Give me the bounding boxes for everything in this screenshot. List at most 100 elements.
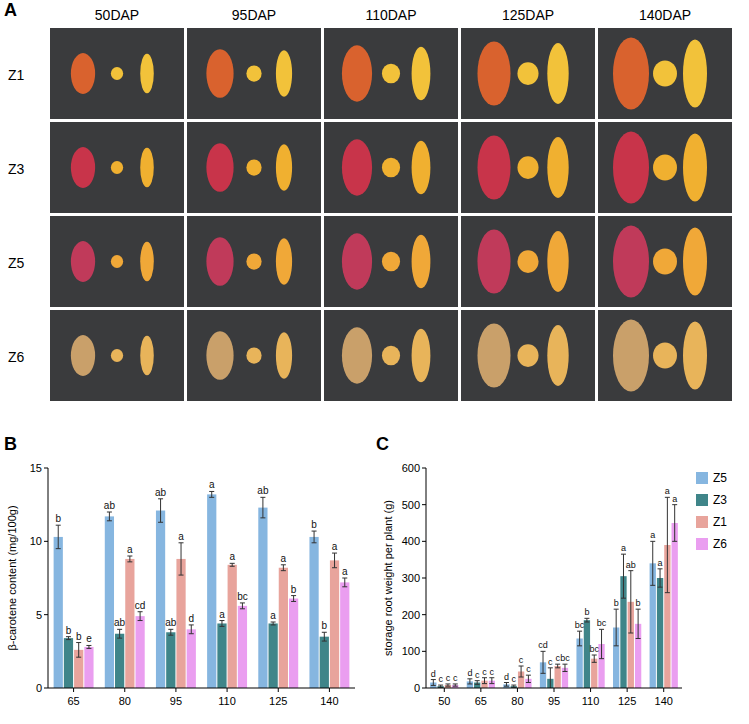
error-bar (453, 684, 458, 686)
error-bar (271, 622, 276, 625)
error-bar (548, 668, 553, 688)
photo-cell (461, 216, 595, 307)
tuber-section (276, 50, 292, 97)
bar (320, 637, 329, 688)
column-header: 140DAP (639, 7, 691, 23)
error-bar (504, 683, 509, 687)
bar (125, 559, 134, 688)
significance-letter: c (512, 674, 517, 684)
tuber-slice (517, 156, 538, 179)
x-tick-label: 65 (475, 695, 487, 707)
legend-swatch (696, 516, 708, 528)
bar (340, 582, 349, 688)
x-tick-label: 50 (438, 695, 450, 707)
column-header: 110DAP (365, 7, 416, 23)
tuber (71, 53, 95, 94)
column-header: 50DAP (95, 7, 139, 23)
error-bar (138, 612, 143, 621)
x-tick (278, 688, 279, 692)
y-tick-label: 100 (402, 645, 420, 657)
tuber-slice (111, 349, 123, 362)
significance-letter: a (332, 541, 338, 552)
y-tick (422, 468, 426, 469)
error-bar (511, 685, 516, 687)
error-bar (526, 675, 531, 682)
x-tick (517, 688, 518, 692)
tuber-section (276, 144, 292, 191)
significance-letter: d (188, 613, 194, 624)
bar (176, 559, 185, 688)
x-tick (627, 688, 628, 692)
error-bar (230, 563, 235, 566)
significance-letter: bc (589, 644, 599, 654)
error-bar (322, 632, 327, 641)
photo-cell (598, 216, 732, 307)
tuber-slice (382, 346, 400, 366)
y-axis-title: storage root weight per plant (g) (382, 500, 394, 656)
error-bar (332, 553, 337, 568)
tuber-slice (517, 250, 538, 273)
photo-cell (598, 122, 732, 213)
error-bar (117, 629, 122, 638)
bar (238, 606, 247, 688)
significance-letter: d (467, 668, 472, 678)
significance-letter: a (658, 558, 663, 568)
x-tick (73, 688, 74, 692)
tuber-slice (111, 67, 123, 80)
y-tick-label: 15 (30, 462, 42, 474)
photo-cell (187, 310, 321, 401)
error-bar (127, 556, 132, 562)
error-bar (219, 621, 224, 627)
tuber (342, 139, 372, 195)
error-bar (431, 680, 436, 686)
tuber (206, 49, 233, 98)
significance-letter: ab (257, 485, 269, 496)
error-bar (482, 678, 487, 684)
error-bar (672, 505, 677, 542)
legend-swatch (696, 472, 708, 484)
error-bar (577, 631, 582, 646)
tuber-slice (382, 252, 400, 272)
photo-cell (324, 28, 458, 119)
significance-letter: cd (538, 640, 548, 650)
error-bar (599, 629, 604, 658)
error-bar (519, 666, 524, 677)
x-axis (48, 688, 355, 689)
tuber-slice (653, 249, 677, 275)
bar (84, 647, 93, 688)
tuber (342, 327, 372, 383)
significance-letter: a (665, 486, 670, 496)
bar (657, 578, 663, 688)
y-axis (48, 468, 49, 688)
significance-letter: a (342, 566, 348, 577)
significance-letter: ab (104, 500, 116, 511)
legend-swatch (696, 494, 708, 506)
photo-cell (187, 28, 321, 119)
y-tick-label: 0 (36, 682, 42, 694)
x-tick-label: 95 (170, 695, 182, 707)
tuber-slice (382, 158, 400, 178)
y-tick-label: 0 (414, 682, 420, 694)
x-tick (175, 688, 176, 692)
y-tick (44, 541, 48, 542)
tuber (477, 323, 510, 387)
x-tick-label: 140 (320, 695, 338, 707)
significance-letter: d (504, 672, 509, 682)
y-tick (422, 614, 426, 615)
significance-letter: bc (575, 620, 585, 630)
significance-letter: d (431, 669, 436, 679)
error-bar (66, 637, 71, 640)
tuber-slice (246, 347, 261, 363)
photo-cell (187, 122, 321, 213)
photo-cell (50, 28, 184, 119)
legend-label: Z5 (713, 471, 727, 485)
tuber-section (683, 228, 707, 296)
significance-letter: ab (626, 560, 636, 570)
row-label: Z5 (8, 255, 25, 271)
photo-cell (461, 310, 595, 401)
column-header: 95DAP (232, 7, 276, 23)
photo-cell (324, 310, 458, 401)
tuber-section (140, 54, 154, 93)
tuber (71, 241, 95, 282)
significance-letter: c (526, 664, 531, 674)
